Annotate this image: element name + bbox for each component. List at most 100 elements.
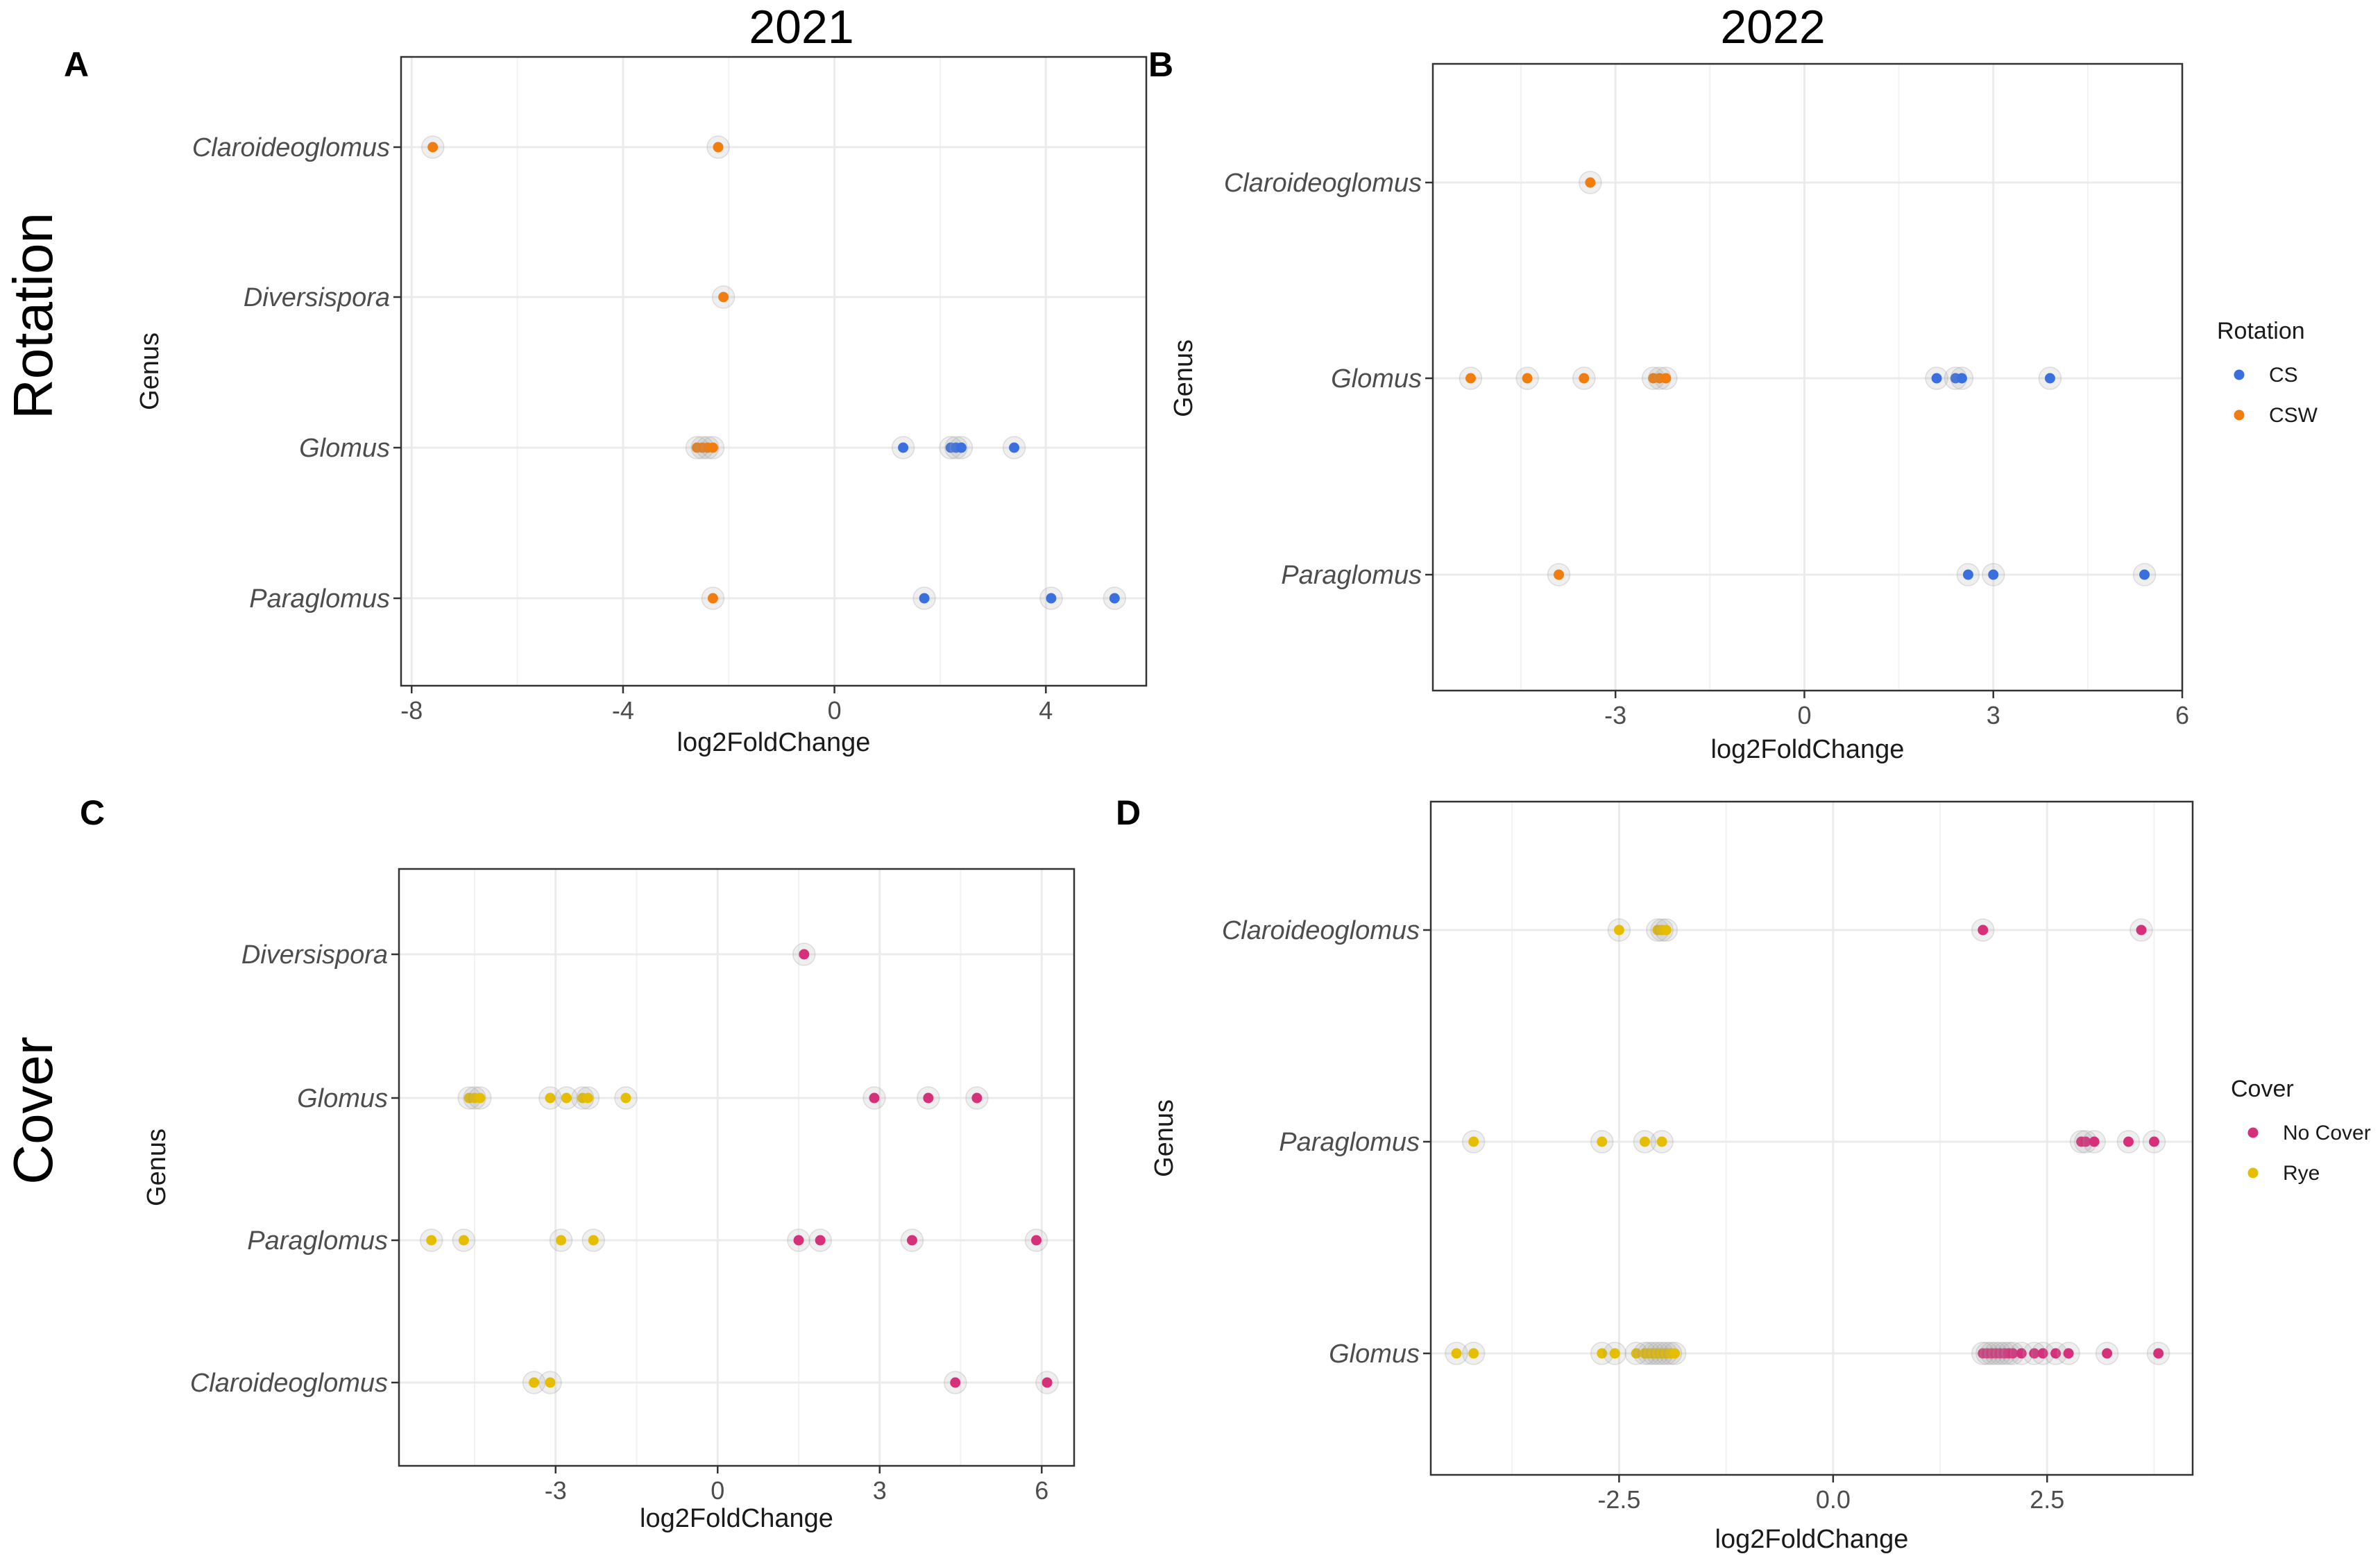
row-title-cover: Cover [2, 1036, 64, 1184]
panel-c-point-rye-claroideoglomus-13 [545, 1377, 556, 1388]
panel-b-point-csw-paraglomus-7 [1554, 569, 1565, 580]
panel-d-y-axis-title: Genus [1150, 1099, 1179, 1177]
column-title-2022: 2022 [1720, 1, 1825, 53]
panel-a-x-tick-label-1: -4 [612, 696, 634, 725]
panel-a-point-csw-paraglomus-7 [707, 593, 718, 604]
panel-d-genus-label-claroideoglomus: Claroideoglomus [1222, 916, 1420, 945]
panel-c-cover-2021: -3 0 3 6 Diversispora Glomus Paraglomus Claroid… [142, 868, 1076, 1533]
panel-c-point-no-cover-glomus-2 [923, 1092, 934, 1104]
panel-c-point-no-cover-diversispora-0 [799, 949, 810, 960]
panel-d-point-no-cover-paraglomus-3 [2080, 1136, 2091, 1147]
panel-b-x-tick-label-1: 0 [1797, 701, 1811, 729]
panel-a-plot-area [401, 57, 1146, 686]
panel-d-point-no-cover-paraglomus-4 [2089, 1136, 2100, 1147]
panel-a-point-cs-paraglomus-6 [1046, 593, 1057, 604]
panel-d-plot-area [1431, 802, 2193, 1475]
panel-d-point-no-cover-glomus-21 [2153, 1348, 2164, 1359]
panel-b-point-cs-paraglomus-4 [1962, 569, 1973, 580]
panel-c-genus-label-paraglomus: Paraglomus [247, 1226, 388, 1256]
panel-c-point-rye-paraglomus-8 [426, 1235, 437, 1246]
panel-d-point-no-cover-glomus-16 [2029, 1348, 2040, 1359]
panel-b-point-csw-glomus-1 [1465, 373, 1476, 384]
panel-c-point-no-cover-paraglomus-6 [906, 1235, 917, 1246]
panel-d-x-tick-label-0: -2.5 [1597, 1485, 1640, 1514]
panel-b-genus-label-glomus: Glomus [1331, 364, 1422, 394]
panel-a-point-cs-glomus-3 [955, 442, 967, 453]
panel-d-point-rye-paraglomus-6 [1639, 1136, 1650, 1147]
panel-a-rotation-2021: -8 -4 0 4 Claroideoglomus Diversispora Glomus P… [135, 56, 1148, 757]
panel-c-point-no-cover-claroideoglomus-9 [1042, 1377, 1053, 1388]
panel-d-point-no-cover-glomus-15 [2016, 1348, 2027, 1359]
panel-letter-c: C [80, 793, 105, 832]
panel-c-point-rye-paraglomus-11 [588, 1235, 599, 1246]
panel-a-point-csw-glomus-6 [707, 442, 718, 453]
panel-a-genus-label-paraglomus: Paraglomus [249, 584, 390, 614]
panel-d-point-rye-paraglomus-7 [1656, 1136, 1667, 1147]
panel-d-panel-border [1429, 800, 2194, 1476]
panel-b-x-axis-title: log2FoldChange [1711, 735, 1905, 764]
panel-d-x-axis-title: log2FoldChange [1715, 1525, 1909, 1554]
panel-d-point-no-cover-glomus-20 [2102, 1348, 2113, 1359]
panel-d-point-rye-paraglomus-4 [1468, 1136, 1479, 1147]
panel-c-y-axis-title: Genus [142, 1129, 171, 1206]
panel-c-point-rye-glomus-2 [475, 1092, 486, 1104]
panel-c-point-no-cover-paraglomus-4 [793, 1235, 804, 1246]
panel-d-x-tick-label-1: 0.0 [1816, 1485, 1851, 1514]
panel-b-point-csw-glomus-2 [1522, 373, 1533, 384]
panel-a-point-csw-claroideoglomus-0 [427, 142, 439, 153]
panel-c-point-no-cover-glomus-3 [971, 1092, 983, 1104]
panel-c-x-tick-label-2: 3 [873, 1476, 887, 1505]
panel-c-plot-area [399, 869, 1074, 1466]
panel-a-point-csw-claroideoglomus-1 [713, 142, 724, 153]
panel-b-point-cs-paraglomus-6 [2139, 569, 2150, 580]
panel-d-legend-key-rye [2247, 1167, 2259, 1178]
panel-letter-d: D [1116, 793, 1141, 832]
panel-a-point-cs-paraglomus-5 [919, 593, 930, 604]
panel-b-legend-key-csw [2234, 409, 2245, 421]
panel-a-x-tick-label-0: -8 [400, 696, 423, 725]
panel-b-legend-title: Rotation [2217, 318, 2305, 344]
panel-d-legend-label-rye: Rye [2283, 1162, 2320, 1185]
panel-a-genus-label-glomus: Glomus [299, 434, 390, 463]
panel-c-genus-label-claroideoglomus: Claroideoglomus [190, 1369, 388, 1398]
panel-d-legend-key-no-cover [2247, 1127, 2259, 1138]
panel-b-point-cs-paraglomus-5 [1988, 569, 1999, 580]
panel-b-y-axis-title: Genus [1169, 339, 1198, 417]
panel-b-point-cs-glomus-0 [1931, 373, 1942, 384]
panel-c-point-rye-glomus-4 [561, 1092, 572, 1104]
panel-b-genus-label-paraglomus: Paraglomus [1281, 561, 1422, 590]
panel-a-point-cs-paraglomus-7 [1109, 593, 1120, 604]
panel-a-point-cs-glomus-4 [1009, 442, 1020, 453]
panel-d-point-no-cover-glomus-18 [2050, 1348, 2062, 1359]
panel-b-panel-border [1431, 62, 2184, 692]
panel-a-point-cs-glomus-0 [898, 442, 909, 453]
panel-d-point-rye-paraglomus-5 [1597, 1136, 1608, 1147]
panel-b-point-csw-claroideoglomus-0 [1585, 177, 1596, 188]
panel-c-point-rye-claroideoglomus-12 [529, 1377, 540, 1388]
panel-b-rotation-2022: -3 0 3 6 Claroideoglomus Glomus Paraglomus log2… [1169, 62, 2318, 764]
panel-d-point-no-cover-claroideoglomus-1 [2136, 924, 2147, 936]
column-title-2021: 2021 [749, 1, 853, 53]
panel-c-x-axis-title: log2FoldChange [640, 1504, 833, 1533]
panel-a-genus-label-diversispora: Diversispora [244, 283, 390, 312]
panel-d-point-no-cover-glomus-19 [2063, 1348, 2074, 1359]
panel-b-legend-label-csw: CSW [2269, 404, 2318, 427]
panel-a-y-axis-title: Genus [135, 332, 164, 410]
panel-b-x-tick-label-3: 6 [2175, 701, 2189, 729]
panel-c-point-rye-paraglomus-9 [458, 1235, 469, 1246]
panel-d-point-no-cover-glomus-17 [2037, 1348, 2048, 1359]
panel-d-x-tick-label-2: 2.5 [2030, 1485, 2064, 1514]
panel-d-genus-label-paraglomus: Paraglomus [1279, 1128, 1420, 1157]
panel-c-x-tick-label-1: 0 [711, 1476, 724, 1505]
panel-b-x-tick-label-2: 3 [1987, 701, 2000, 729]
panel-a-x-axis-title: log2FoldChange [677, 728, 871, 757]
panel-c-point-rye-glomus-6 [582, 1092, 593, 1104]
panel-c-genus-label-diversispora: Diversispora [241, 940, 388, 970]
panel-a-x-tick-label-3: 4 [1039, 696, 1053, 725]
panel-b-point-csw-glomus-3 [1579, 373, 1590, 384]
panel-d-point-no-cover-claroideoglomus-0 [1978, 924, 1989, 936]
panel-letter-a: A [64, 45, 89, 84]
panel-d-point-rye-claroideoglomus-0 [1613, 924, 1624, 936]
panel-c-panel-border [398, 868, 1076, 1467]
